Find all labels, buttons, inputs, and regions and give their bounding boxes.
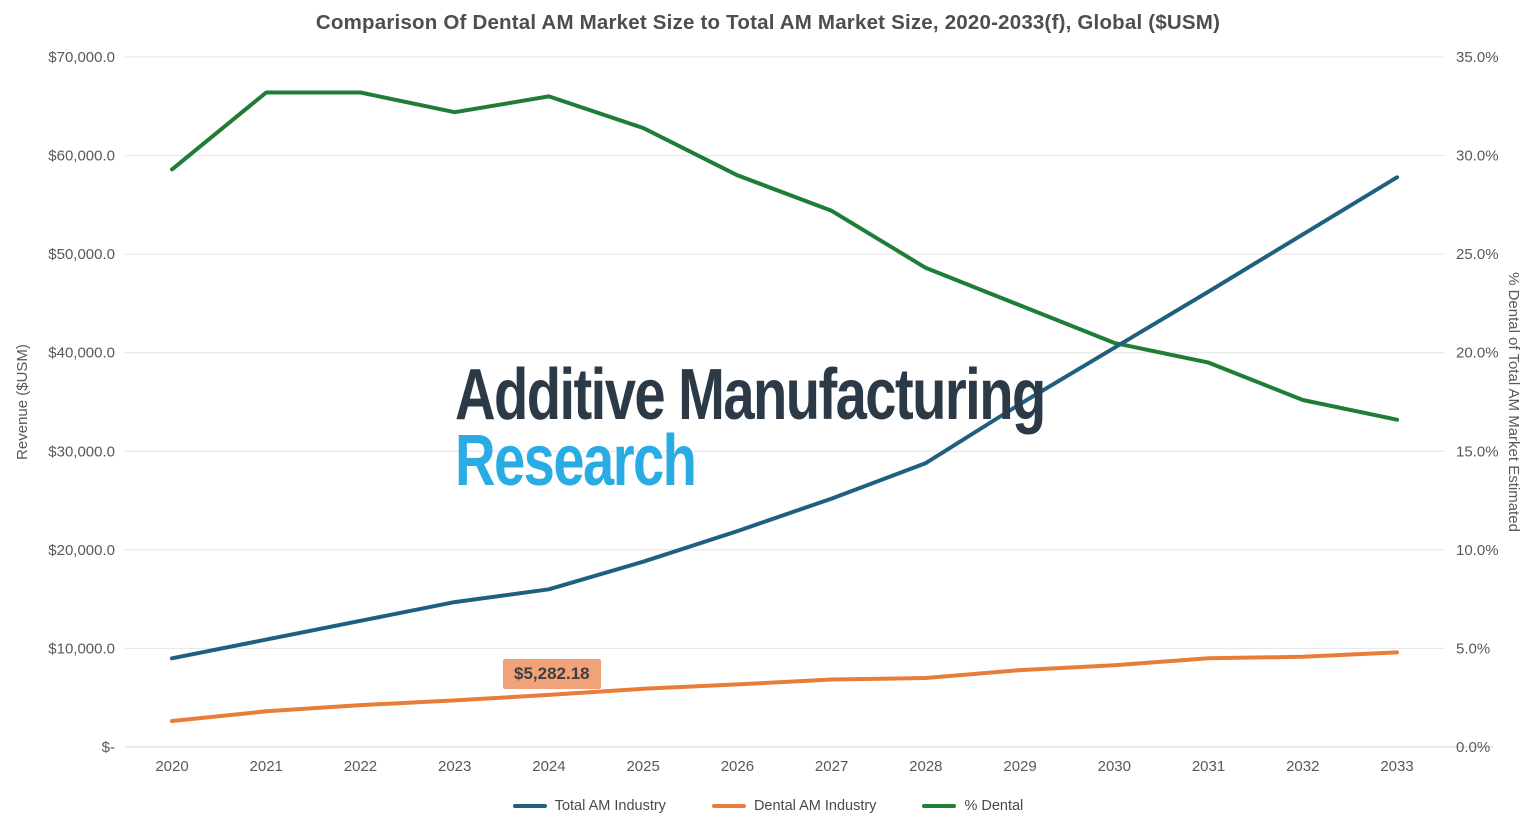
y-axis-left-tick-label: $70,000.0 — [48, 49, 115, 66]
x-axis-tick-label: 2023 — [438, 758, 471, 775]
legend-swatch-dental-am — [711, 803, 746, 809]
right-axis-title: % Dental of Total AM Market Estimated — [1505, 272, 1522, 532]
x-axis-tick-label: 2022 — [344, 758, 377, 775]
x-axis-tick-label: 2020 — [155, 758, 188, 775]
legend-label-total-am: Total AM Industry — [554, 798, 666, 814]
y-axis-left-tick-label: $- — [102, 739, 115, 756]
y-axis-right-tick-label: 15.0% — [1456, 443, 1499, 460]
x-axis-tick-label: 2027 — [815, 758, 848, 775]
y-axis-right-tick-label: 30.0% — [1456, 148, 1499, 165]
y-axis-left-tick-label: $50,000.0 — [48, 246, 115, 263]
series-line-dental-am-industry — [170, 650, 1399, 723]
x-axis-tick-label: 2021 — [250, 758, 283, 775]
x-axis-tick-label: 2028 — [909, 758, 942, 775]
y-axis-right-tick-label: 20.0% — [1456, 345, 1499, 362]
y-axis-right-tick-label: 35.0% — [1456, 49, 1499, 66]
legend-item-dental-am: Dental AM Industry — [711, 798, 877, 814]
x-axis-tick-label: 2032 — [1286, 758, 1319, 775]
y-axis-right-tick-label: 25.0% — [1456, 246, 1499, 263]
y-axis-left-tick-label: $10,000.0 — [48, 640, 115, 657]
x-axis-tick-label: 2026 — [721, 758, 754, 775]
chart-title: Comparison Of Dental AM Market Size to T… — [315, 11, 1221, 34]
legend-swatch-pct-dental — [922, 803, 957, 809]
legend-swatch-total-am — [512, 803, 547, 809]
data-label: $5,282.18 — [503, 659, 601, 689]
x-axis-tick-label: 2025 — [626, 758, 659, 775]
y-axis-left-tick-label: $60,000.0 — [48, 148, 115, 165]
legend-label-pct-dental: % Dental — [964, 798, 1024, 814]
x-axis-tick-label: 2033 — [1380, 758, 1413, 775]
y-axis-left-tick-label: $40,000.0 — [48, 345, 115, 362]
y-axis-right-tick-label: 10.0% — [1456, 542, 1499, 559]
y-axis-right-tick-label: 0.0% — [1456, 739, 1490, 756]
x-axis-tick-label: 2030 — [1098, 758, 1131, 775]
x-axis-tick-label: 2029 — [1003, 758, 1036, 775]
legend-item-total-am: Total AM Industry — [512, 798, 666, 814]
left-axis-title: Revenue ($USM) — [14, 344, 31, 460]
series-line-total-am-industry — [170, 175, 1399, 661]
series-line--dental — [170, 90, 1399, 422]
chart-legend: Total AM Industry Dental AM Industry % D… — [0, 798, 1536, 814]
legend-label-dental-am: Dental AM Industry — [753, 798, 877, 814]
legend-item-pct-dental: % Dental — [922, 798, 1023, 814]
x-axis-tick-label: 2031 — [1192, 758, 1225, 775]
y-axis-right-tick-label: 5.0% — [1456, 640, 1490, 657]
x-axis-tick-label: 2024 — [532, 758, 565, 775]
y-axis-left-tick-label: $20,000.0 — [48, 542, 115, 559]
y-axis-left-tick-label: $30,000.0 — [48, 443, 115, 460]
